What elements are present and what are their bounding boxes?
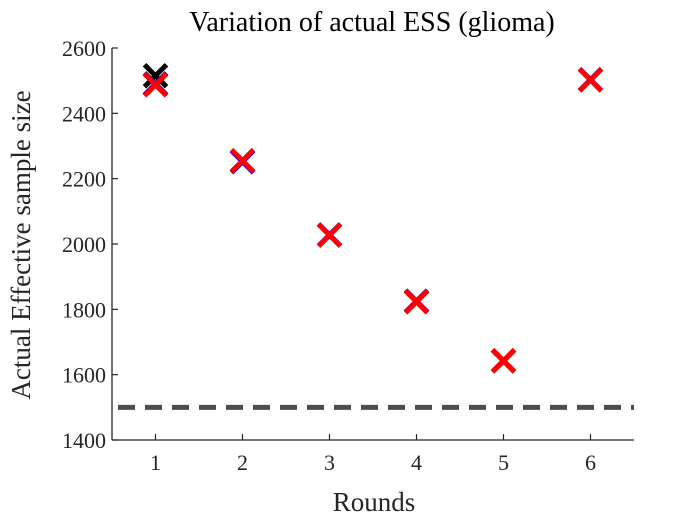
y-tick-label: 1400 <box>62 428 106 453</box>
x-tick-label: 1 <box>150 450 161 475</box>
data-point-series-3 <box>490 347 517 374</box>
x-tick-label: 5 <box>498 450 509 475</box>
data-point-series-3 <box>142 72 169 98</box>
data-point-series-3 <box>403 289 430 315</box>
x-tick-label: 2 <box>237 450 248 475</box>
data-point-series-3 <box>577 67 604 93</box>
x-tick-label: 4 <box>411 450 422 475</box>
y-axis-title: Actual Effective sample size <box>6 90 36 399</box>
data-point-series-3 <box>229 147 256 174</box>
y-tick-label: 2000 <box>62 232 106 257</box>
plot-area: 1400 1600 1800 2000 2200 2400 2600 1 2 3 4 5 6 <box>62 36 634 475</box>
y-tick-label: 2200 <box>62 167 106 192</box>
y-tick-label: 2400 <box>62 101 106 126</box>
x-tick-label: 6 <box>585 450 596 475</box>
data-point-series-1 <box>142 62 169 89</box>
y-tick-label: 1800 <box>62 297 106 322</box>
x-axis-title: Rounds <box>333 487 416 517</box>
x-tick-label: 3 <box>324 450 335 475</box>
y-tick-label: 1600 <box>62 363 106 388</box>
chart-title: Variation of actual ESS (glioma) <box>189 7 554 38</box>
y-tick-label: 2600 <box>62 36 106 61</box>
data-point-series-3 <box>316 222 343 248</box>
